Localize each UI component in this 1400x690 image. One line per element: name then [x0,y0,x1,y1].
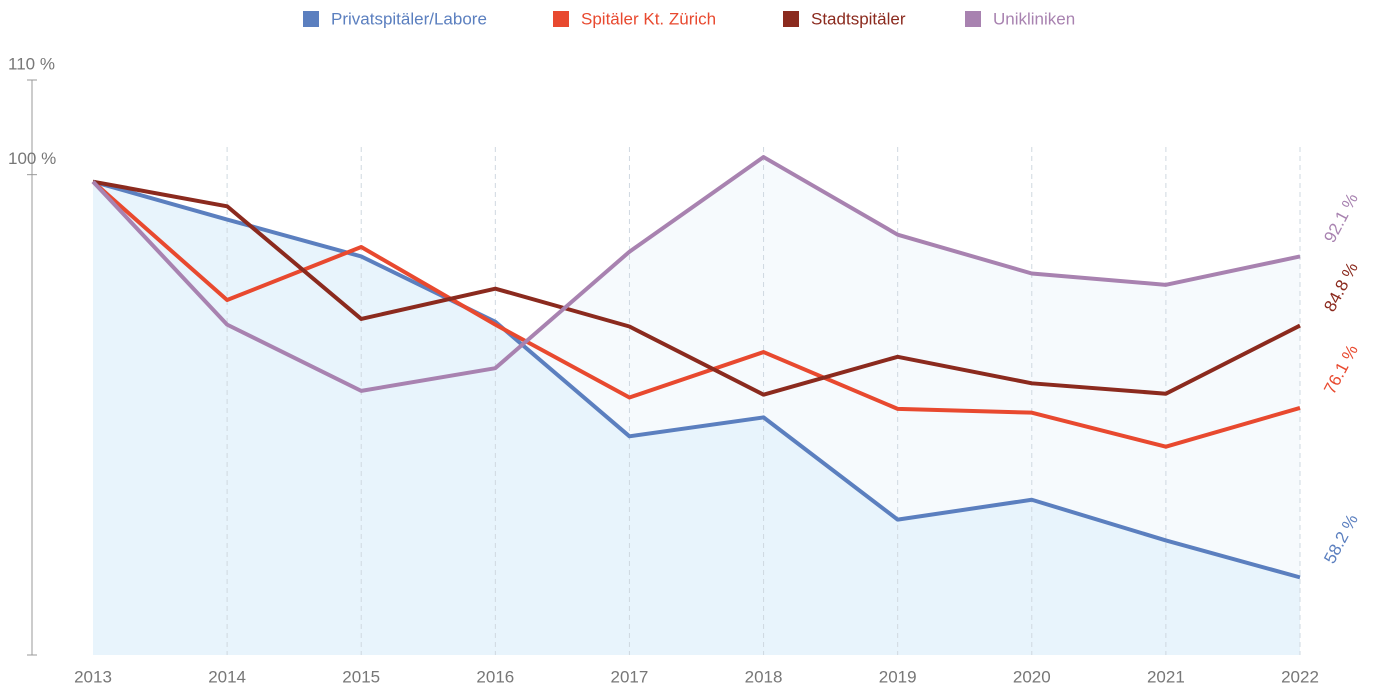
x-tick-label: 2018 [745,667,783,686]
y-tick-label: 110 % [8,54,55,73]
value-label: 92.1 % [1320,190,1362,246]
x-tick-label: 2019 [879,667,917,686]
x-tick-label: 2016 [476,667,514,686]
y-tick-label: 100 % [8,149,56,168]
legend-label: Spitäler Kt. Zürich [581,9,716,28]
value-label: 58.2 % [1320,511,1362,567]
x-tick-label: 2020 [1013,667,1051,686]
legend-item: Stadtspitäler [783,9,906,28]
legend-item: Spitäler Kt. Zürich [553,9,716,28]
line [91,155,1301,393]
legend-swatch [965,11,981,27]
legend-swatch [303,11,319,27]
legend-item: Privatspitäler/Labore [303,9,487,28]
legend-swatch [783,11,799,27]
x-tick-label: 2021 [1147,667,1185,686]
legend-label: Unikliniken [993,9,1075,28]
legend-item: Unikliniken [965,9,1075,28]
legend-label: Stadtspitäler [811,9,906,28]
x-tick-label: 2015 [342,667,380,686]
legend-swatch [553,11,569,27]
line [92,179,1301,397]
line [92,179,1301,580]
value-label: 84.8 % [1320,259,1362,315]
line [91,180,1301,449]
area [93,181,1300,655]
value-label: 76.1 % [1320,342,1362,398]
x-tick-label: 2014 [208,667,246,686]
x-tick-label: 2022 [1281,667,1319,686]
x-tick-label: 2017 [611,667,649,686]
x-tick-label: 2013 [74,667,112,686]
legend-label: Privatspitäler/Labore [331,9,487,28]
